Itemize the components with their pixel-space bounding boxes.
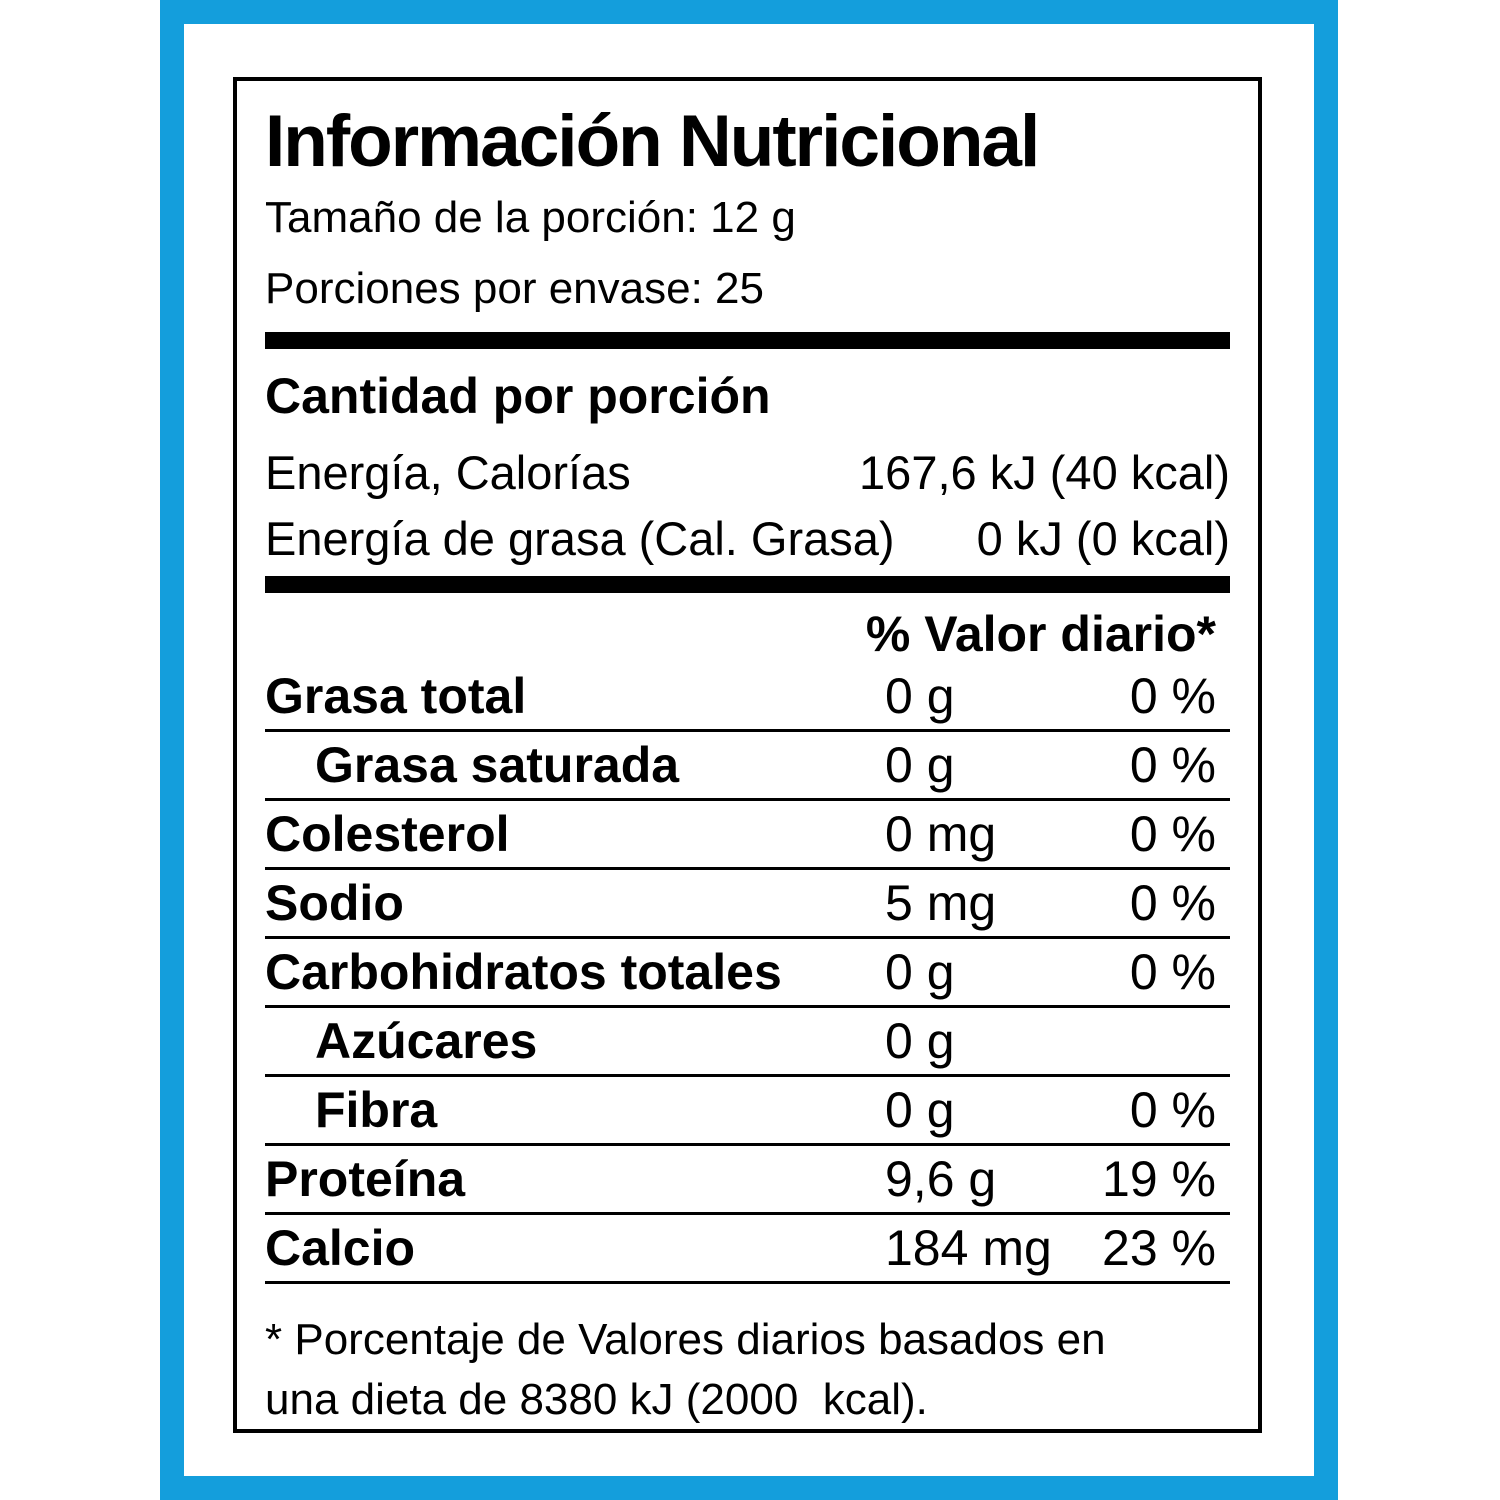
nutrient-daily-value: 0 % — [1129, 944, 1216, 1001]
nutrient-row: Calcio 184 mg 23 % — [265, 1215, 1230, 1285]
nutrient-name: Azúcares — [315, 1013, 538, 1070]
label-title: Información Nutricional — [265, 101, 1040, 182]
serving-size-text: Tamaño de la porción: 12 g — [265, 193, 796, 243]
nutrient-row: Grasa saturada 0 g 0 % — [265, 732, 1230, 802]
energy-row-fat-calories: Energía de grasa (Cal. Grasa) 0 kJ (0 kc… — [265, 506, 1230, 572]
energy-calories-value: 167,6 kJ (40 kcal) — [859, 446, 1230, 500]
nutrient-amount: 0 g — [885, 668, 955, 725]
nutrient-name: Fibra — [315, 1082, 438, 1139]
nutrient-amount: 0 g — [885, 737, 955, 794]
thick-divider-middle — [265, 576, 1230, 594]
footnote-line-2: una dieta de 8380 kJ (2000 kcal). — [265, 1375, 928, 1425]
nutrient-table: Grasa total 0 g 0 % Grasa saturada 0 g 0… — [265, 663, 1230, 1285]
amount-per-serving-heading: Cantidad por porción — [265, 368, 771, 425]
nutrient-amount: 184 mg — [885, 1220, 1052, 1277]
footnote-line-1: * Porcentaje de Valores diarios basados … — [265, 1315, 1106, 1365]
daily-value-footnote: * Porcentaje de Valores diarios basados … — [265, 1310, 1230, 1429]
thick-divider-top — [265, 332, 1230, 350]
nutrient-name: Sodio — [265, 875, 404, 932]
nutrition-label-box: Información Nutricional Tamaño de la por… — [233, 77, 1262, 1433]
nutrient-amount: 5 mg — [885, 875, 997, 932]
energy-row-calories: Energía, Calorías 167,6 kJ (40 kcal) — [265, 440, 1230, 506]
energy-fat-label: Energía de grasa (Cal. Grasa) — [265, 512, 895, 566]
nutrient-daily-value: 0 % — [1129, 806, 1216, 863]
nutrient-daily-value: 0 % — [1129, 668, 1216, 725]
daily-value-header: % Valor diario* — [865, 606, 1216, 663]
nutrient-name: Carbohidratos totales — [265, 944, 782, 1001]
nutrient-row: Sodio 5 mg 0 % — [265, 870, 1230, 940]
nutrient-name: Proteína — [265, 1151, 466, 1208]
nutrient-row: Azúcares 0 g — [265, 1008, 1230, 1078]
nutrient-row: Carbohidratos totales 0 g 0 % — [265, 939, 1230, 1009]
energy-rows: Energía, Calorías 167,6 kJ (40 kcal) Ene… — [265, 440, 1230, 572]
nutrient-amount: 9,6 g — [885, 1151, 997, 1208]
nutrient-daily-value: 0 % — [1129, 737, 1216, 794]
nutrient-daily-value: 23 % — [1102, 1220, 1216, 1277]
nutrient-name: Grasa total — [265, 668, 527, 725]
nutrient-amount: 0 g — [885, 1082, 955, 1139]
nutrient-name: Colesterol — [265, 806, 510, 863]
nutrient-row: Colesterol 0 mg 0 % — [265, 801, 1230, 871]
nutrient-name: Calcio — [265, 1220, 416, 1277]
nutrient-row: Fibra 0 g 0 % — [265, 1077, 1230, 1147]
nutrient-row: Grasa total 0 g 0 % — [265, 663, 1230, 733]
servings-per-container-text: Porciones por envase: 25 — [265, 264, 764, 314]
nutrient-daily-value: 19 % — [1102, 1151, 1216, 1208]
energy-calories-label: Energía, Calorías — [265, 446, 631, 500]
nutrient-daily-value: 0 % — [1129, 875, 1216, 932]
nutrient-amount: 0 g — [885, 1013, 955, 1070]
nutrient-daily-value: 0 % — [1129, 1082, 1216, 1139]
nutrient-amount: 0 g — [885, 944, 955, 1001]
energy-fat-value: 0 kJ (0 kcal) — [976, 512, 1230, 566]
nutrient-name: Grasa saturada — [315, 737, 680, 794]
nutrient-row: Proteína 9,6 g 19 % — [265, 1146, 1230, 1216]
nutrient-amount: 0 mg — [885, 806, 997, 863]
